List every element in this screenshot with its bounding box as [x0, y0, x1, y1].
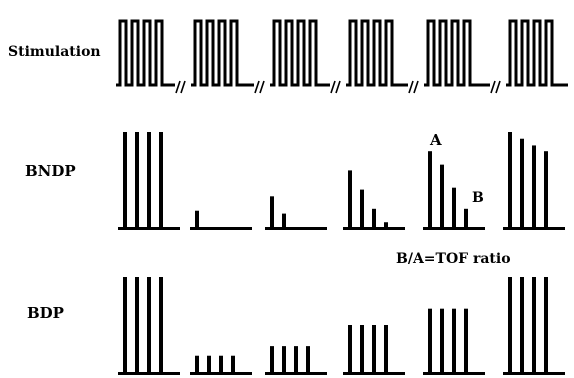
bdp-group-2 [190, 355, 252, 375]
bdp-baseline-1 [118, 372, 180, 375]
bndp-bar-1-2 [135, 132, 139, 228]
bdp-bar-6-4 [544, 277, 548, 373]
bdp-bar-5-1 [428, 308, 432, 373]
bdp-baseline-2 [190, 372, 252, 375]
bdp-bar-1-3 [147, 277, 151, 373]
bndp-bar-6-4 [544, 151, 548, 228]
bndp-bar-4-3 [372, 208, 376, 228]
bndp-bar-5-3 [452, 187, 456, 228]
bndp-group-6 [503, 132, 565, 230]
bndp-bar-3-2 [282, 213, 286, 228]
stimulation-waveform [116, 19, 568, 94]
bndp-group-1 [118, 132, 180, 230]
bdp-bar-2-3 [219, 355, 223, 373]
time-break-5 [490, 80, 501, 94]
bndp-bar-4-4 [384, 222, 388, 228]
bdp-response-groups [118, 277, 565, 375]
bdp-baseline-5 [423, 372, 485, 375]
bdp-bar-5-3 [452, 308, 456, 373]
bdp-bar-6-3 [532, 277, 536, 373]
bndp-group-4 [343, 170, 405, 230]
bndp-group-3 [265, 196, 327, 230]
bndp-bar-6-2 [520, 138, 524, 228]
bdp-group-4 [343, 325, 405, 375]
time-break-4 [408, 80, 419, 94]
bdp-bar-4-2 [360, 325, 364, 373]
bndp-baseline-2 [190, 227, 252, 230]
time-break-1 [175, 80, 186, 94]
bndp-baseline-5 [423, 227, 485, 230]
bndp-baseline-1 [118, 227, 180, 230]
bdp-bar-6-2 [520, 277, 524, 373]
bndp-label: BNDP [25, 162, 76, 180]
bndp-bar-5-1 [428, 151, 432, 228]
bdp-group-3 [265, 346, 327, 375]
bndp-bar-5-4 [464, 208, 468, 228]
bdp-bar-6-1 [508, 277, 512, 373]
bdp-bar-3-1 [270, 346, 274, 373]
bndp-bar-1-4 [159, 132, 163, 228]
stimulation-train-6 [506, 19, 568, 87]
bndp-group-2 [190, 210, 252, 230]
stimulation-train-3 [270, 19, 330, 87]
bdp-baseline-6 [503, 372, 565, 375]
bdp-bar-3-4 [306, 346, 310, 373]
stimulation-train-4 [346, 19, 408, 87]
bndp-baseline-6 [503, 227, 565, 230]
bndp-response-groups [118, 132, 565, 230]
bndp-bar-6-3 [532, 145, 536, 228]
bndp-bar-4-2 [360, 189, 364, 228]
tof-ratio-note: B/A=TOF ratio [396, 251, 511, 267]
bdp-bar-1-4 [159, 277, 163, 373]
bdp-bar-1-2 [135, 277, 139, 373]
bdp-group-6 [503, 277, 565, 375]
bndp-baseline-3 [265, 227, 327, 230]
stimulation-train-2 [191, 19, 254, 87]
bdp-bar-4-1 [348, 325, 352, 373]
stimulation-label: Stimulation [8, 44, 101, 60]
stimulation-train-5 [424, 19, 490, 87]
bdp-bar-3-2 [282, 346, 286, 373]
bndp-baseline-4 [343, 227, 405, 230]
bdp-bar-2-1 [195, 355, 199, 373]
marker-a: A [429, 131, 442, 149]
bndp-bar-1-3 [147, 132, 151, 228]
bndp-bar-3-1 [270, 196, 274, 228]
bdp-bar-2-2 [207, 355, 211, 373]
bdp-bar-2-4 [231, 355, 235, 373]
bdp-group-5 [423, 308, 485, 375]
bndp-bar-6-1 [508, 132, 512, 228]
bdp-bar-5-2 [440, 308, 444, 373]
marker-b: B [472, 190, 484, 206]
bndp-bar-4-1 [348, 170, 352, 228]
bdp-baseline-3 [265, 372, 327, 375]
bdp-bar-1-1 [123, 277, 127, 373]
bdp-baseline-4 [343, 372, 405, 375]
stimulation-train-1 [116, 19, 175, 87]
time-break-3 [330, 80, 341, 94]
time-break-2 [254, 80, 265, 94]
bdp-bar-4-3 [372, 325, 376, 373]
bdp-bar-5-4 [464, 308, 468, 373]
bndp-bar-2-1 [195, 210, 199, 228]
bdp-label: BDP [27, 304, 64, 322]
bdp-group-1 [118, 277, 180, 375]
bndp-group-5 [423, 151, 485, 230]
bdp-bar-3-3 [294, 346, 298, 373]
bdp-bar-4-4 [384, 325, 388, 373]
bndp-bar-5-2 [440, 164, 444, 228]
bndp-bar-1-1 [123, 132, 127, 228]
